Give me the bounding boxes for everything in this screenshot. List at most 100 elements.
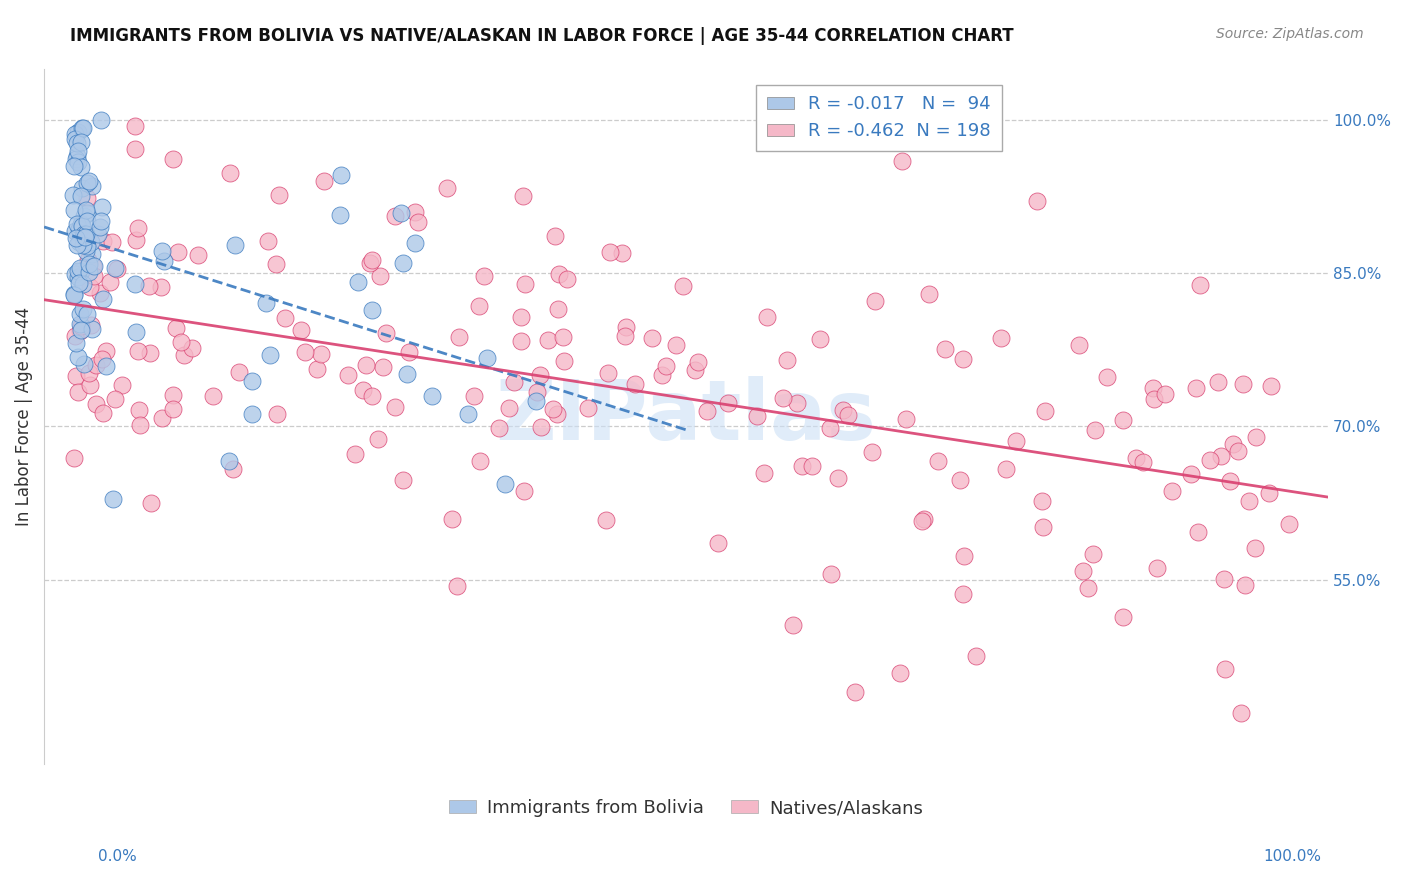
Point — [1260, 379, 1282, 393]
Point — [808, 332, 831, 346]
Point — [141, 496, 163, 510]
Point — [1143, 392, 1166, 407]
Point — [391, 256, 413, 270]
Point — [706, 536, 728, 550]
Point — [170, 335, 193, 350]
Point — [1112, 609, 1135, 624]
Point — [91, 234, 114, 248]
Point — [1026, 194, 1049, 209]
Legend: Immigrants from Bolivia, Natives/Alaskans: Immigrants from Bolivia, Natives/Alaskan… — [441, 792, 931, 824]
Point — [1142, 381, 1164, 395]
Point — [1234, 578, 1257, 592]
Point — [509, 310, 531, 325]
Point — [786, 396, 808, 410]
Point — [89, 219, 111, 234]
Point — [745, 409, 768, 423]
Point — [370, 269, 392, 284]
Point — [65, 224, 87, 238]
Point — [69, 260, 91, 275]
Point — [63, 287, 86, 301]
Point — [307, 361, 329, 376]
Point — [66, 218, 89, 232]
Point — [76, 308, 98, 322]
Point — [266, 407, 288, 421]
Point — [1219, 474, 1241, 488]
Point — [138, 278, 160, 293]
Point — [654, 359, 676, 373]
Point — [529, 420, 551, 434]
Point — [952, 587, 974, 601]
Point — [827, 471, 849, 485]
Point — [359, 255, 381, 269]
Point — [1244, 430, 1267, 444]
Point — [69, 307, 91, 321]
Point — [127, 220, 149, 235]
Point — [683, 363, 706, 377]
Point — [72, 121, 94, 136]
Point — [70, 188, 93, 202]
Point — [1180, 467, 1202, 481]
Point — [1111, 413, 1133, 427]
Point — [404, 236, 426, 251]
Point — [79, 377, 101, 392]
Point — [524, 394, 547, 409]
Point — [373, 360, 395, 375]
Point — [105, 261, 128, 276]
Point — [665, 337, 688, 351]
Point — [463, 389, 485, 403]
Point — [66, 237, 89, 252]
Point — [173, 348, 195, 362]
Point — [329, 208, 352, 222]
Point — [73, 357, 96, 371]
Point — [818, 421, 841, 435]
Point — [361, 253, 384, 268]
Point — [346, 276, 368, 290]
Point — [153, 253, 176, 268]
Point — [330, 168, 353, 182]
Point — [1213, 662, 1236, 676]
Y-axis label: In Labor Force | Age 35-44: In Labor Force | Age 35-44 — [15, 307, 32, 525]
Point — [529, 368, 551, 382]
Point — [596, 366, 619, 380]
Point — [1125, 450, 1147, 465]
Point — [264, 257, 287, 271]
Point — [1198, 452, 1220, 467]
Point — [343, 448, 366, 462]
Point — [128, 418, 150, 433]
Point — [392, 473, 415, 487]
Point — [125, 325, 148, 339]
Point — [101, 235, 124, 249]
Point — [127, 344, 149, 359]
Point — [953, 549, 976, 563]
Point — [1189, 278, 1212, 293]
Point — [543, 402, 565, 417]
Point — [162, 388, 184, 402]
Point — [671, 278, 693, 293]
Point — [76, 176, 98, 190]
Point — [96, 343, 118, 358]
Point — [389, 206, 412, 220]
Point — [651, 368, 673, 383]
Point — [494, 477, 516, 491]
Point — [91, 200, 114, 214]
Point — [422, 389, 444, 403]
Point — [548, 267, 571, 281]
Point — [965, 649, 987, 664]
Point — [367, 432, 389, 446]
Point — [240, 374, 263, 388]
Point — [553, 330, 575, 344]
Point — [72, 277, 94, 291]
Point — [446, 579, 468, 593]
Point — [1232, 376, 1254, 391]
Point — [257, 234, 280, 248]
Point — [73, 227, 96, 242]
Point — [98, 275, 121, 289]
Point — [1132, 455, 1154, 469]
Text: Source: ZipAtlas.com: Source: ZipAtlas.com — [1216, 27, 1364, 41]
Point — [180, 342, 202, 356]
Point — [790, 458, 813, 473]
Point — [104, 261, 127, 276]
Point — [67, 155, 90, 169]
Point — [553, 354, 575, 368]
Point — [294, 345, 316, 359]
